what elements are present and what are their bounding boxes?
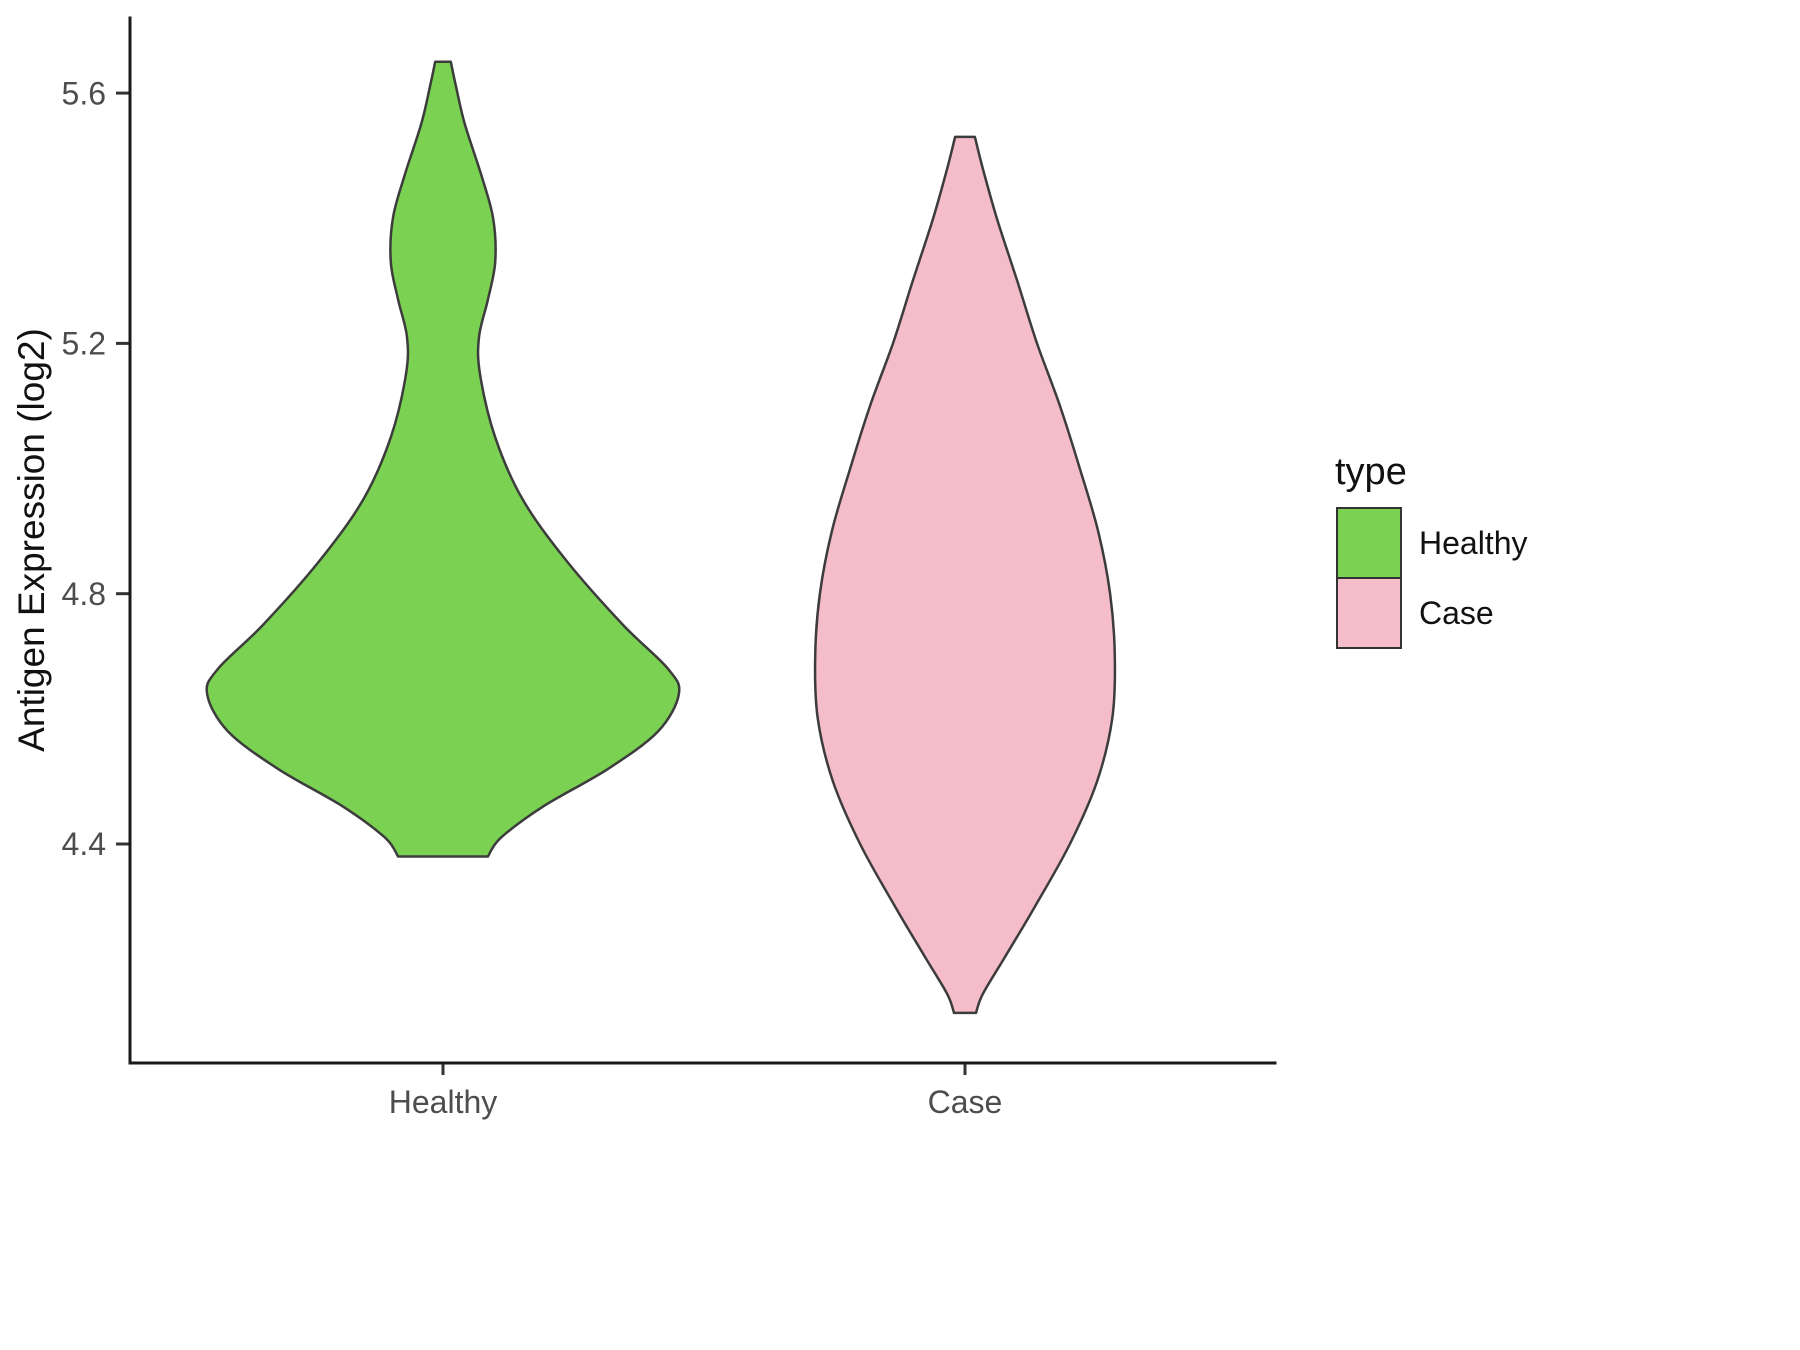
x-category-label: Case: [928, 1084, 1003, 1120]
legend-key-healthy: [1336, 507, 1402, 579]
y-tick-label: 4.4: [62, 826, 106, 862]
x-category-label: Healthy: [389, 1084, 498, 1120]
legend-label-healthy: Healthy: [1419, 525, 1528, 561]
violin-healthy: [205, 60, 681, 858]
legend-key-case: [1336, 577, 1402, 649]
violin-layer: [205, 60, 1117, 1015]
violin-case: [813, 135, 1117, 1015]
legend: type Healthy Case: [1335, 451, 1528, 649]
legend-label-case: Case: [1419, 595, 1494, 631]
y-tick-label: 5.2: [62, 326, 106, 362]
axis-layer: 4.4 4.8 5.2 5.6 Healthy Case: [62, 75, 1003, 1120]
y-axis-title: Antigen Expression (log2): [11, 328, 52, 752]
legend-title: type: [1335, 451, 1407, 493]
y-tick-label: 5.6: [62, 75, 106, 111]
y-tick-label: 4.8: [62, 576, 106, 612]
